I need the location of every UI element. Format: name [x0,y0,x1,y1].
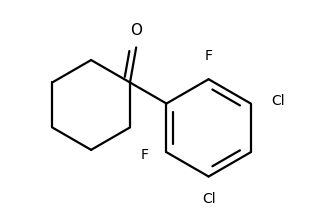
Text: O: O [130,23,142,38]
Text: F: F [141,148,149,162]
Text: Cl: Cl [271,94,285,108]
Text: F: F [204,49,213,63]
Text: Cl: Cl [202,192,216,207]
